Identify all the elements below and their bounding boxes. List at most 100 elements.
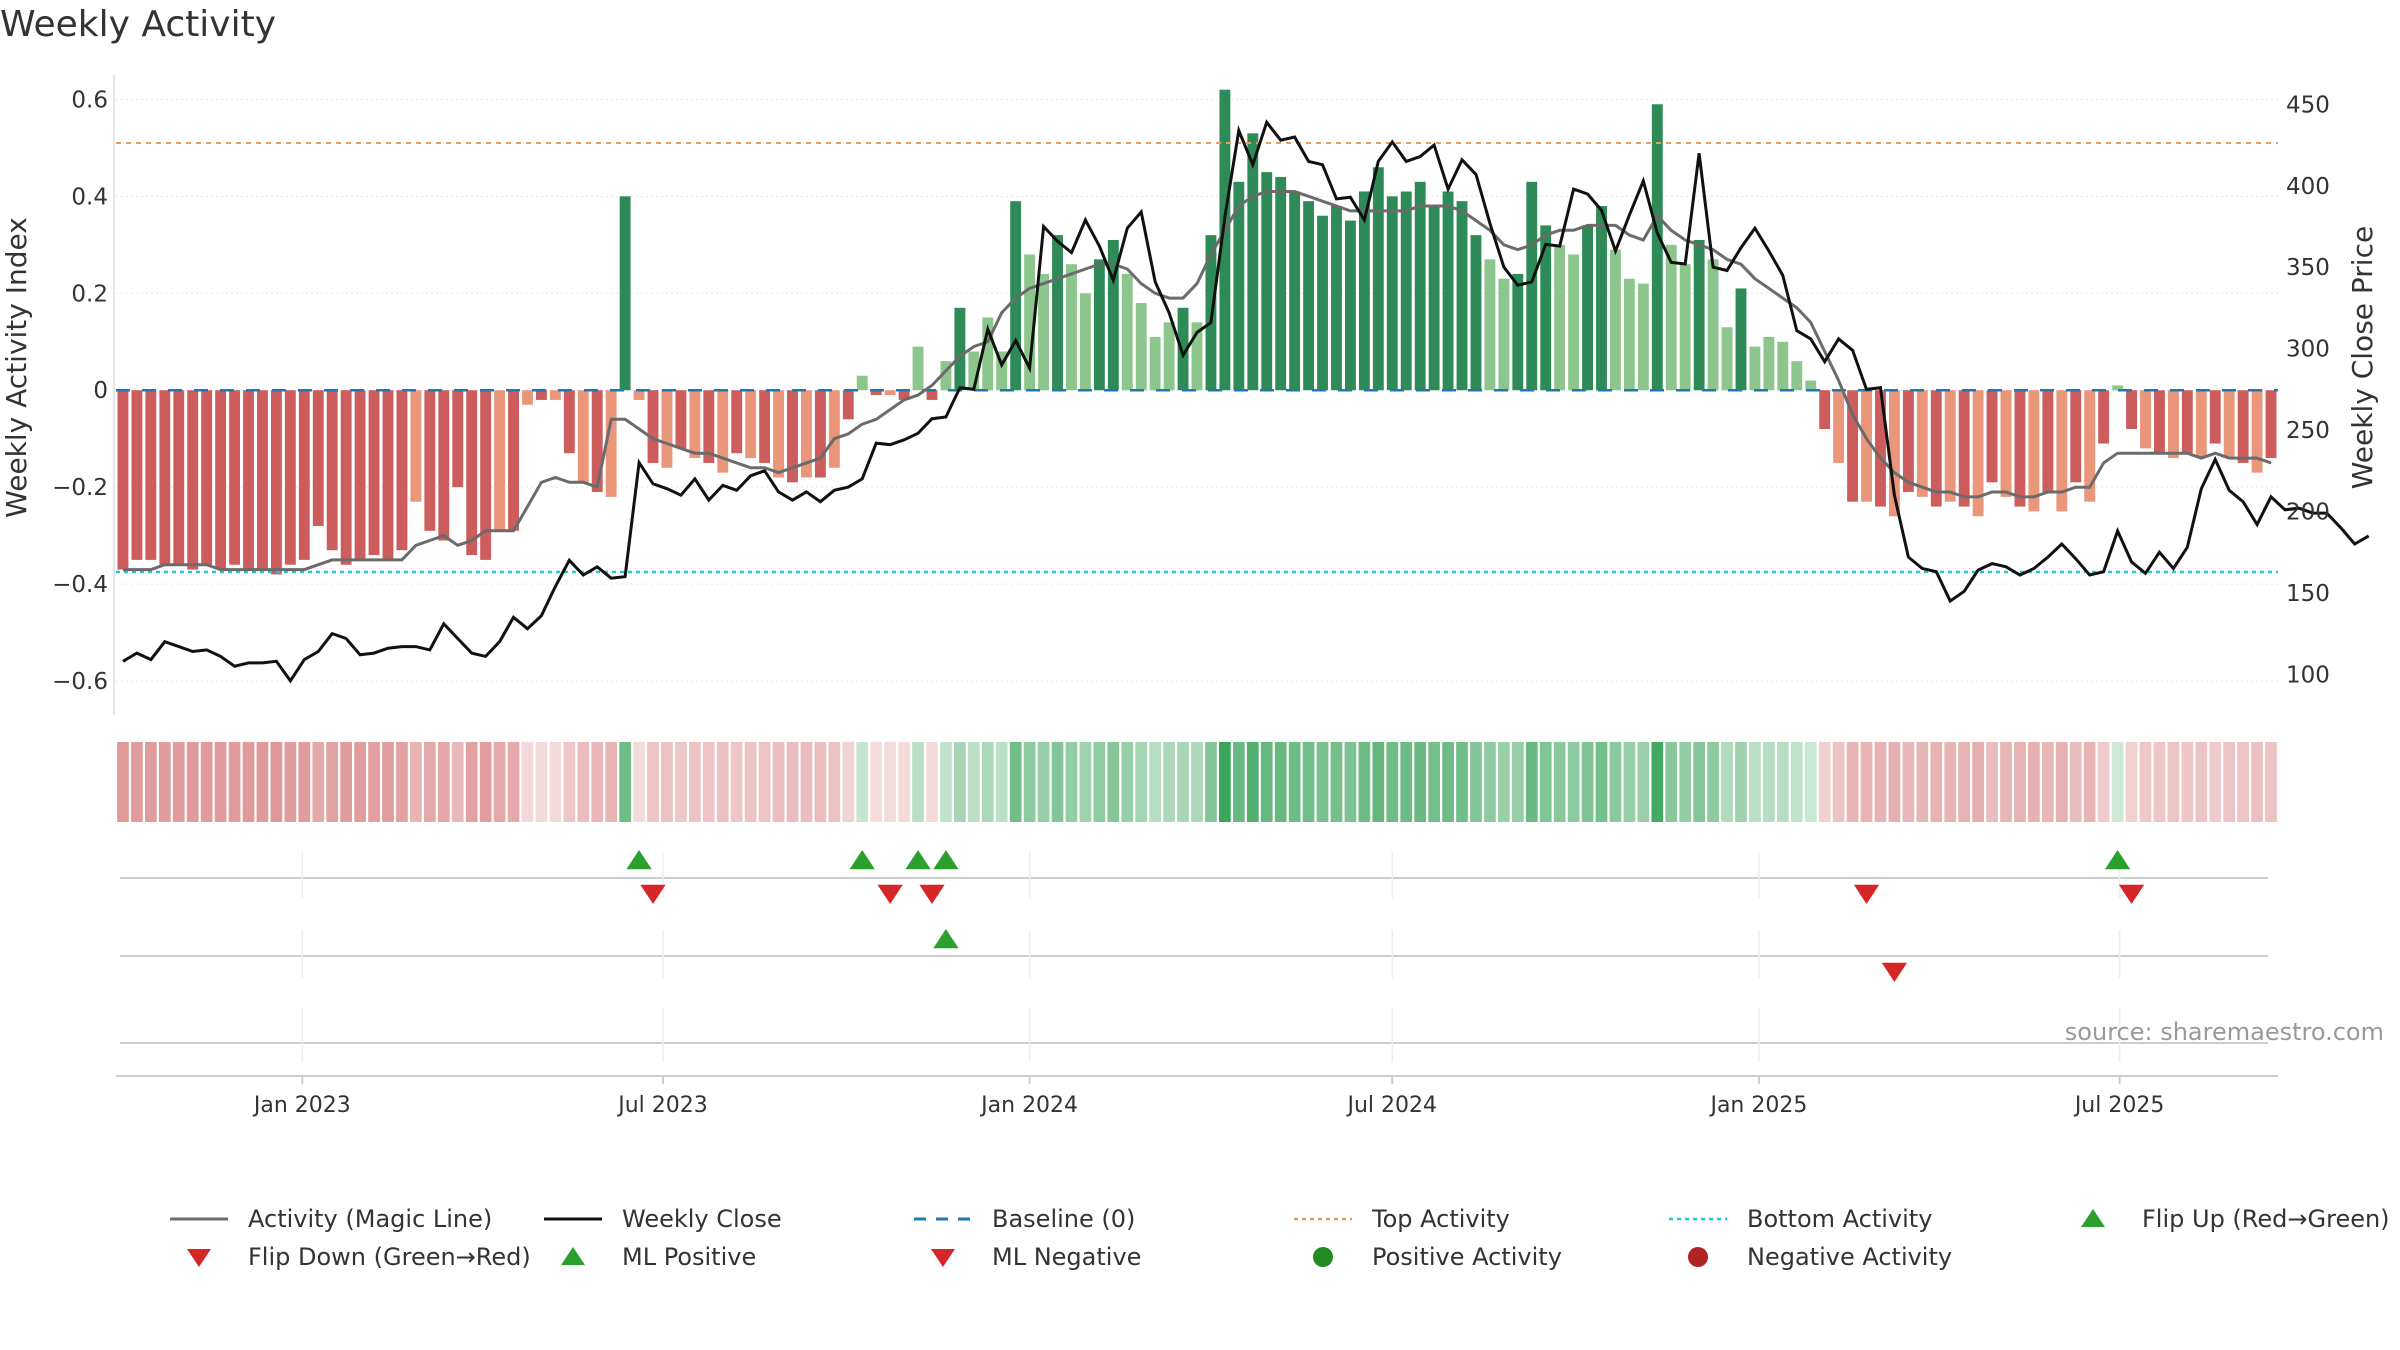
activity-bar	[912, 346, 924, 391]
activity-bar	[717, 390, 729, 473]
legend-symbol	[561, 1247, 585, 1265]
strip-cell	[1470, 742, 1482, 822]
legend: Activity (Magic Line) Weekly Close Baselin…	[150, 1205, 2400, 1295]
strip-cell	[1595, 742, 1608, 822]
activity-bar	[1707, 259, 1719, 391]
activity-bar	[996, 351, 1008, 391]
activity-bar	[563, 390, 575, 454]
activity-bar	[466, 390, 478, 556]
activity-bar	[1623, 278, 1635, 391]
strip-cell	[1149, 742, 1162, 822]
strip-cell	[2000, 742, 2012, 822]
activity-bar	[1233, 181, 1245, 391]
activity-bar	[452, 390, 464, 488]
strip-cell	[1874, 742, 1887, 822]
flip-up-marker	[2104, 850, 2131, 870]
activity-bar	[1331, 206, 1342, 391]
activity-bar	[968, 351, 980, 391]
strip-cell	[117, 742, 129, 822]
activity-bar	[131, 390, 143, 560]
strip-cell	[1721, 742, 1733, 822]
left-axis-label: Weekly Activity Index	[0, 217, 33, 518]
activity-bar	[1651, 104, 1663, 391]
strip-cell	[1260, 742, 1273, 822]
activity-bar	[1875, 390, 1886, 507]
activity-bar	[1540, 225, 1552, 391]
right-axis-label: Weekly Close Price	[2346, 226, 2379, 489]
strip-cell	[1972, 742, 1984, 822]
activity-bar	[117, 390, 129, 570]
activity-bar	[284, 390, 296, 565]
activity-bar	[982, 317, 994, 391]
legend-item: Weekly Close	[540, 1205, 782, 1233]
legend-label: Positive Activity	[1372, 1243, 1562, 1271]
activity-bar	[326, 390, 338, 551]
strip-cell	[702, 742, 715, 822]
strip-cell	[563, 742, 576, 822]
strip-cell	[842, 742, 855, 822]
strip-cell	[619, 742, 631, 822]
legend-dot	[1313, 1247, 1333, 1267]
strip-cell	[2153, 742, 2166, 822]
flip-down-marker	[877, 884, 903, 904]
right-tick-label: 100	[2286, 662, 2330, 688]
strip-cell	[605, 742, 618, 822]
strip-cell	[870, 742, 883, 822]
strip-cell	[382, 742, 394, 822]
activity-bar	[229, 390, 241, 565]
activity-bar	[1568, 254, 1580, 391]
weekly-close-line	[122, 119, 2370, 684]
strip-cell	[437, 742, 450, 822]
strip-cell	[1707, 742, 1719, 822]
legend-symbol	[1313, 1247, 1333, 1267]
activity-bar	[2140, 390, 2151, 449]
strip-cell	[1525, 742, 1538, 822]
strip-cell	[1065, 742, 1078, 822]
activity-bar	[1888, 390, 1900, 517]
strip-cell	[2209, 742, 2222, 822]
legend-triangle	[931, 1249, 955, 1267]
source-label: source: sharemaestro.com	[2065, 1018, 2384, 1046]
strip-cell	[451, 742, 464, 822]
strip-cell	[633, 742, 645, 822]
strip-cell	[954, 742, 966, 822]
legend-triangle	[2081, 1209, 2105, 1227]
legend-item: Flip Down (Green→Red)	[166, 1243, 531, 1271]
activity-bar	[1079, 293, 1091, 391]
date-tick-label: Jan 2023	[252, 1093, 351, 1118]
activity-bar	[1498, 278, 1510, 391]
activity-bar	[1805, 380, 1817, 391]
strip-cell	[2265, 742, 2277, 822]
strip-cell	[744, 742, 757, 822]
strip-cell	[1456, 742, 1468, 822]
strip-cell	[1135, 742, 1148, 822]
left-tick-label: −0.4	[52, 572, 108, 598]
strip-cell	[242, 742, 255, 822]
strip-cell	[1121, 742, 1134, 822]
activity-bar	[773, 390, 784, 478]
legend-triangle	[561, 1247, 585, 1265]
activity-bar	[2181, 390, 2193, 454]
flip-down-marker	[1853, 884, 1880, 904]
strip-cell	[1205, 742, 1217, 822]
activity-bar	[940, 361, 952, 391]
activity-bar	[1819, 390, 1831, 430]
activity-bar	[1512, 273, 1524, 391]
strip-cell	[1163, 742, 1175, 822]
strip-cell	[507, 742, 520, 822]
activity-bar	[2195, 390, 2207, 459]
activity-bar	[2084, 390, 2096, 502]
strip-cell	[1274, 742, 1287, 822]
activity-bar	[1275, 176, 1287, 391]
strip-cell	[884, 742, 896, 822]
activity-bar	[1791, 361, 1803, 391]
flip-down-marker	[640, 884, 666, 904]
activity-bar	[1052, 235, 1063, 391]
strip-cell	[2223, 742, 2236, 822]
activity-bar	[1289, 191, 1301, 391]
activity-bar	[759, 390, 771, 463]
strip-cell	[661, 742, 673, 822]
legend-item: Activity (Magic Line)	[166, 1205, 492, 1233]
strip-cell	[354, 742, 366, 822]
activity-bar	[480, 390, 492, 560]
